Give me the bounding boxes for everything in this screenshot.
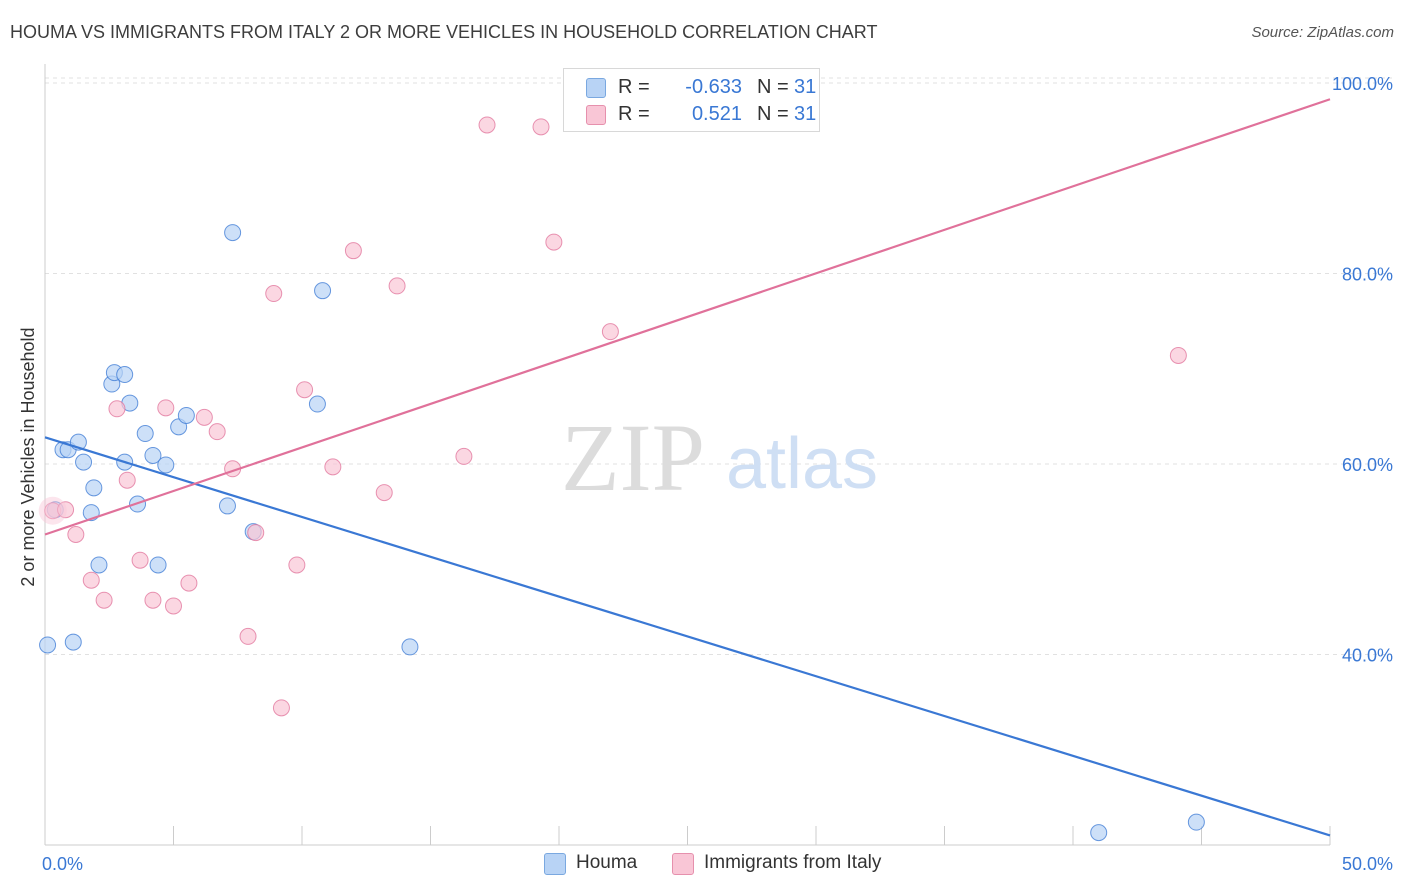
legend-r-label: R = [618,76,650,98]
italy-point [144,591,162,609]
legend-r-value: 0.521 [691,103,742,125]
y-tick-label: 60.0% [1342,455,1393,475]
italy-point [131,551,149,569]
data-points [38,116,1205,842]
italy-point [247,524,265,542]
legend-n-label: N = [757,76,789,98]
houma-point [64,633,82,651]
italy-trend-line [44,98,1331,536]
italy-point [67,526,85,544]
italy-point [180,574,198,592]
grid-lines [45,77,1392,656]
houma-point [157,456,175,474]
x-tick-label: 50.0% [1342,854,1393,874]
stats-legend: R = -0.633 N = 31 R = 0.521 N = 31 [563,68,820,132]
y-tick-label: 80.0% [1342,265,1393,285]
italy-point [478,116,496,134]
y-tick-label: 100.0% [1332,74,1393,94]
italy-point [208,423,226,441]
italy-point [324,458,342,476]
italy-point [601,323,619,341]
italy-point [108,400,126,418]
legend-r-label: R = [618,103,650,125]
bottom-legend-swatch-italy [672,853,694,875]
italy-point [157,399,175,417]
source-label: Source: ZipAtlas.com [1251,24,1394,41]
bottom-legend-label-houma: Houma [576,852,638,873]
italy-point [532,118,550,136]
houma-point [218,497,236,515]
legend-r-value: -0.633 [685,76,742,98]
axes [44,64,1331,846]
bottom-legend-swatch-houma [544,853,566,875]
houma-point [224,224,242,242]
watermark: ZIP atlas [561,404,878,511]
houma-point [85,479,103,497]
italy-point [344,242,362,260]
italy-point [296,381,314,399]
trend-lines [44,98,1331,837]
italy-point-large [38,496,67,525]
italy-point [82,571,100,589]
houma-point [149,556,167,574]
italy-point [95,591,113,609]
watermark-atlas: atlas [726,424,878,504]
houma-point [90,556,108,574]
houma-point [136,425,154,443]
houma-point [116,365,134,383]
italy-point [57,501,75,519]
watermark-zip: ZIP [561,404,705,511]
italy-point [388,277,406,295]
italy-point [375,484,393,502]
houma-point [1090,824,1108,842]
legend-n-value: 31 [794,103,817,125]
italy-point [1169,346,1187,364]
legend-n-value: 31 [794,76,817,98]
houma-point [144,446,162,464]
houma-point [308,395,326,413]
legend-n-label: N = [757,103,789,125]
houma-point [314,282,332,300]
italy-point [239,627,257,645]
legend-swatch-italy [586,105,606,125]
houma-point [39,636,57,654]
italy-point [195,408,213,426]
italy-point [455,447,473,465]
italy-point [165,597,182,615]
legend-swatch-houma [586,78,606,98]
italy-point [545,233,563,251]
italy-point [272,699,290,717]
italy-point [288,556,306,574]
houma-point [401,638,419,656]
houma-point [75,453,93,471]
houma-point [1187,813,1205,831]
y-tick-label: 40.0% [1342,646,1393,666]
bottom-legend-label-italy: Immigrants from Italy [704,852,882,873]
x-tick-label: 0.0% [42,854,83,874]
houma-trend-line [44,436,1331,837]
italy-point [118,471,136,489]
chart-title: HOUMA VS IMMIGRANTS FROM ITALY 2 OR MORE… [10,22,878,42]
y-axis-label: 2 or more Vehicles in Household [18,327,38,586]
tick-labels: 40.0% 60.0% 80.0% 100.0% 0.0% 50.0% [42,74,1393,874]
houma-point [177,406,195,424]
italy-point [265,285,283,303]
